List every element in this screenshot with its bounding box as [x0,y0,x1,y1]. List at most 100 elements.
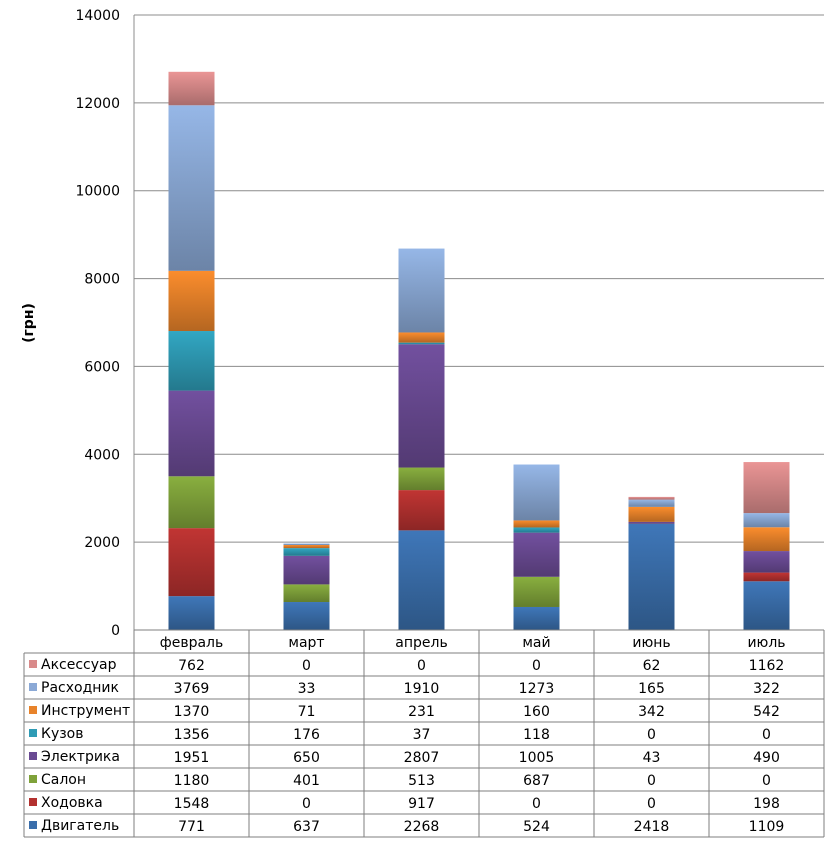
bar-segment [513,527,560,533]
data-label: 0 [417,658,426,674]
bar-segment [398,530,445,630]
data-label: 3769 [174,681,210,697]
data-label: 160 [523,704,550,720]
bar-segment [743,527,790,552]
bar-segment [283,548,330,556]
data-label: 1951 [174,750,210,766]
bar-segment [628,499,675,507]
bar-segment [743,513,790,528]
bar-segment [283,555,330,585]
bar-segment [168,331,215,391]
data-label: 176 [293,727,320,743]
y-tick-label: 0 [111,623,120,639]
bar-segment [513,520,560,528]
x-tick-label: февраль [160,635,224,651]
data-label: 771 [178,819,205,835]
data-label: 43 [643,750,661,766]
data-label: 37 [413,727,431,743]
bar-segment [628,496,675,500]
y-tick-label: 6000 [84,359,120,375]
data-label: 1162 [749,658,785,674]
bar-segment [168,390,215,477]
legend-swatch [29,798,37,806]
y-tick-label: 2000 [84,535,120,551]
data-label: 231 [408,704,435,720]
bar-segment [398,342,445,345]
bar-segment [513,606,560,630]
bar-segment [283,544,330,549]
data-label: 1273 [519,681,555,697]
y-tick-label: 8000 [84,272,120,288]
data-table: февраль март апрель май июнь июль Аксессуар 762… [23,629,825,838]
data-label: 1005 [519,750,555,766]
legend-label: Аксессуар [41,657,117,673]
legend-label: Инструмент [41,703,130,719]
data-label: 917 [408,796,435,812]
data-label: 687 [523,773,550,789]
legend-swatch [29,660,37,668]
data-label: 165 [638,681,665,697]
data-label: 542 [753,704,780,720]
data-label: 0 [647,773,656,789]
data-label: 1370 [174,704,210,720]
bar-segment [398,467,445,491]
legend-label: Ходовка [41,795,103,811]
data-label: 33 [298,681,316,697]
x-tick-label: май [522,635,550,651]
data-label: 637 [293,819,320,835]
data-label: 762 [178,658,205,674]
data-label: 0 [532,796,541,812]
data-label: 0 [302,658,311,674]
data-label: 513 [408,773,435,789]
legend-label: Электрика [41,749,120,765]
bar-segment [168,476,215,529]
y-tick-label: 10000 [75,184,120,200]
data-label: 524 [523,819,550,835]
data-label: 71 [298,704,316,720]
data-label: 198 [753,796,780,812]
legend-swatch [29,683,37,691]
bar-segment [398,490,445,531]
data-label: 0 [762,773,771,789]
bar-segment [398,344,445,468]
data-label: 1180 [174,773,210,789]
legend-label: Расходник [41,680,119,696]
data-label: 1356 [174,727,210,743]
bar-segment [628,521,675,524]
bar-segment [398,248,445,333]
legend-swatch [29,775,37,783]
y-tick-label: 4000 [84,447,120,463]
bar-segment [743,462,790,514]
data-label: 2418 [634,819,670,835]
data-label: 342 [638,704,665,720]
bars [168,71,790,630]
legend-label: Кузов [41,726,84,742]
bar-segment [168,105,215,271]
data-label: 322 [753,681,780,697]
x-tick-label: март [288,635,324,651]
bar-segment [628,506,675,522]
legend-swatch [29,821,37,829]
x-tick-label: июнь [632,635,670,651]
bar-segment [628,523,675,630]
data-label: 0 [532,658,541,674]
data-label: 401 [293,773,320,789]
data-label: 650 [293,750,320,766]
legend-label: Двигатель [41,818,119,834]
gridlines [133,14,824,631]
data-label: 2268 [404,819,440,835]
bar-segment [513,576,560,607]
data-label: 0 [647,796,656,812]
bar-segment [168,596,215,630]
bar-segment [283,602,330,630]
bar-segment [743,572,790,582]
data-label: 1109 [749,819,785,835]
y-tick-label: 12000 [75,96,120,112]
data-label: 0 [302,796,311,812]
y-axis-tick-labels: 0 2000 4000 6000 8000 10000 12000 14000 [75,8,120,639]
x-tick-label: июль [747,635,785,651]
data-label: 0 [762,727,771,743]
data-label: 0 [647,727,656,743]
y-axis-label: (грн) [21,303,37,343]
